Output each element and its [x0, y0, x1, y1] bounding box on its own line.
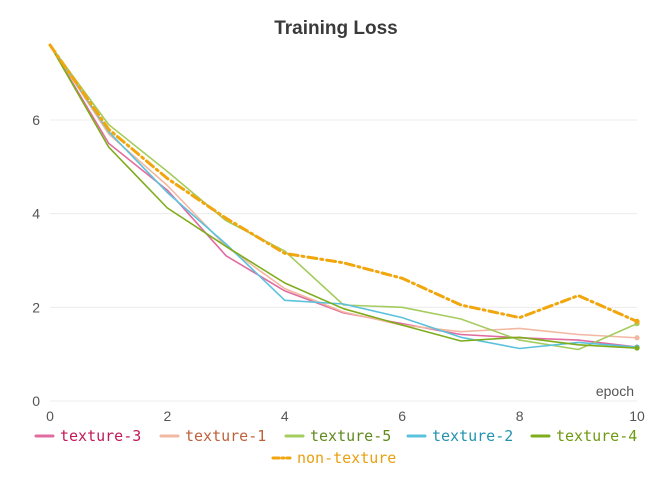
- x-tick-label: 2: [164, 408, 172, 424]
- x-tick-label: 4: [281, 408, 289, 424]
- series-line-texture-4: [49, 44, 638, 349]
- legend-label-texture-3: texture-3: [60, 427, 141, 445]
- legend-label-texture-2: texture-2: [432, 427, 513, 445]
- series-line-texture-1: [49, 44, 638, 339]
- legend-label-texture-4: texture-4: [556, 427, 637, 445]
- gridlines: [50, 119, 637, 402]
- x-tick-label: 0: [46, 408, 54, 424]
- series-line-texture-3: [49, 44, 638, 348]
- series-lines: [48, 43, 639, 351]
- y-tick-label: 4: [32, 206, 40, 222]
- legend-label-non-texture: non-texture: [297, 449, 396, 467]
- series-line-non-texture: [48, 43, 639, 323]
- series-line-texture-2: [49, 44, 638, 350]
- x-tick-label: 10: [629, 408, 645, 424]
- series-end-point-texture-1: [634, 335, 640, 341]
- series-end-points: [634, 318, 640, 351]
- y-tick-label: 0: [32, 393, 40, 409]
- y-tick-label: 2: [32, 299, 40, 315]
- x-tick-label: 6: [398, 408, 406, 424]
- series-end-point-non-texture: [634, 318, 640, 324]
- chart-title: Training Loss: [274, 18, 398, 39]
- series-line-texture-5: [49, 44, 638, 351]
- y-tick-label: 6: [32, 112, 40, 128]
- y-axis-ticks: 0 2 4 6: [32, 112, 40, 409]
- series-end-point-texture-4: [634, 345, 640, 351]
- legend: texture-3 texture-1 texture-5 texture-2 text…: [34, 427, 637, 467]
- legend-label-texture-5: texture-5: [310, 427, 391, 445]
- x-tick-label: 8: [516, 408, 524, 424]
- legend-label-texture-1: texture-1: [185, 427, 266, 445]
- x-axis-label: epoch: [596, 383, 634, 399]
- x-axis-ticks: 0 2 4 6 8 10: [46, 408, 645, 424]
